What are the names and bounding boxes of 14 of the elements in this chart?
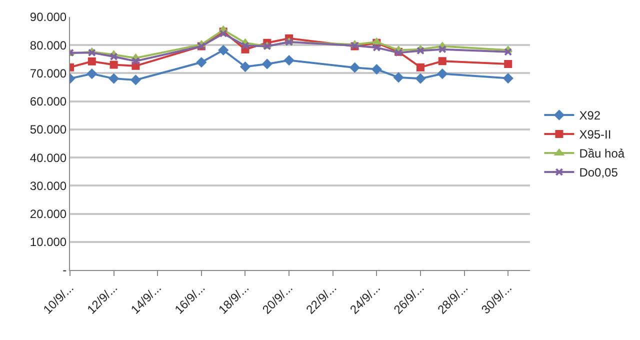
legend-label: Dầu hoả bbox=[579, 146, 625, 161]
y-tick-label: 50.000 bbox=[30, 122, 67, 137]
y-tick-label: 60.000 bbox=[30, 94, 67, 109]
legend-label: X92 bbox=[579, 108, 601, 123]
y-tick-label: 90.000 bbox=[30, 10, 67, 24]
y-tick-label: 30.000 bbox=[30, 178, 67, 193]
y-tick-label: 40.000 bbox=[30, 150, 67, 165]
y-tick-label: 80.000 bbox=[30, 38, 67, 52]
y-tick-label: - bbox=[62, 263, 67, 278]
y-tick-label: 10.000 bbox=[30, 235, 67, 250]
legend-label: X95-II bbox=[579, 128, 612, 142]
y-tick-label: 20.000 bbox=[30, 206, 67, 221]
y-tick-label: 70.000 bbox=[30, 66, 67, 80]
legend-label: Do0,05 bbox=[579, 166, 618, 180]
